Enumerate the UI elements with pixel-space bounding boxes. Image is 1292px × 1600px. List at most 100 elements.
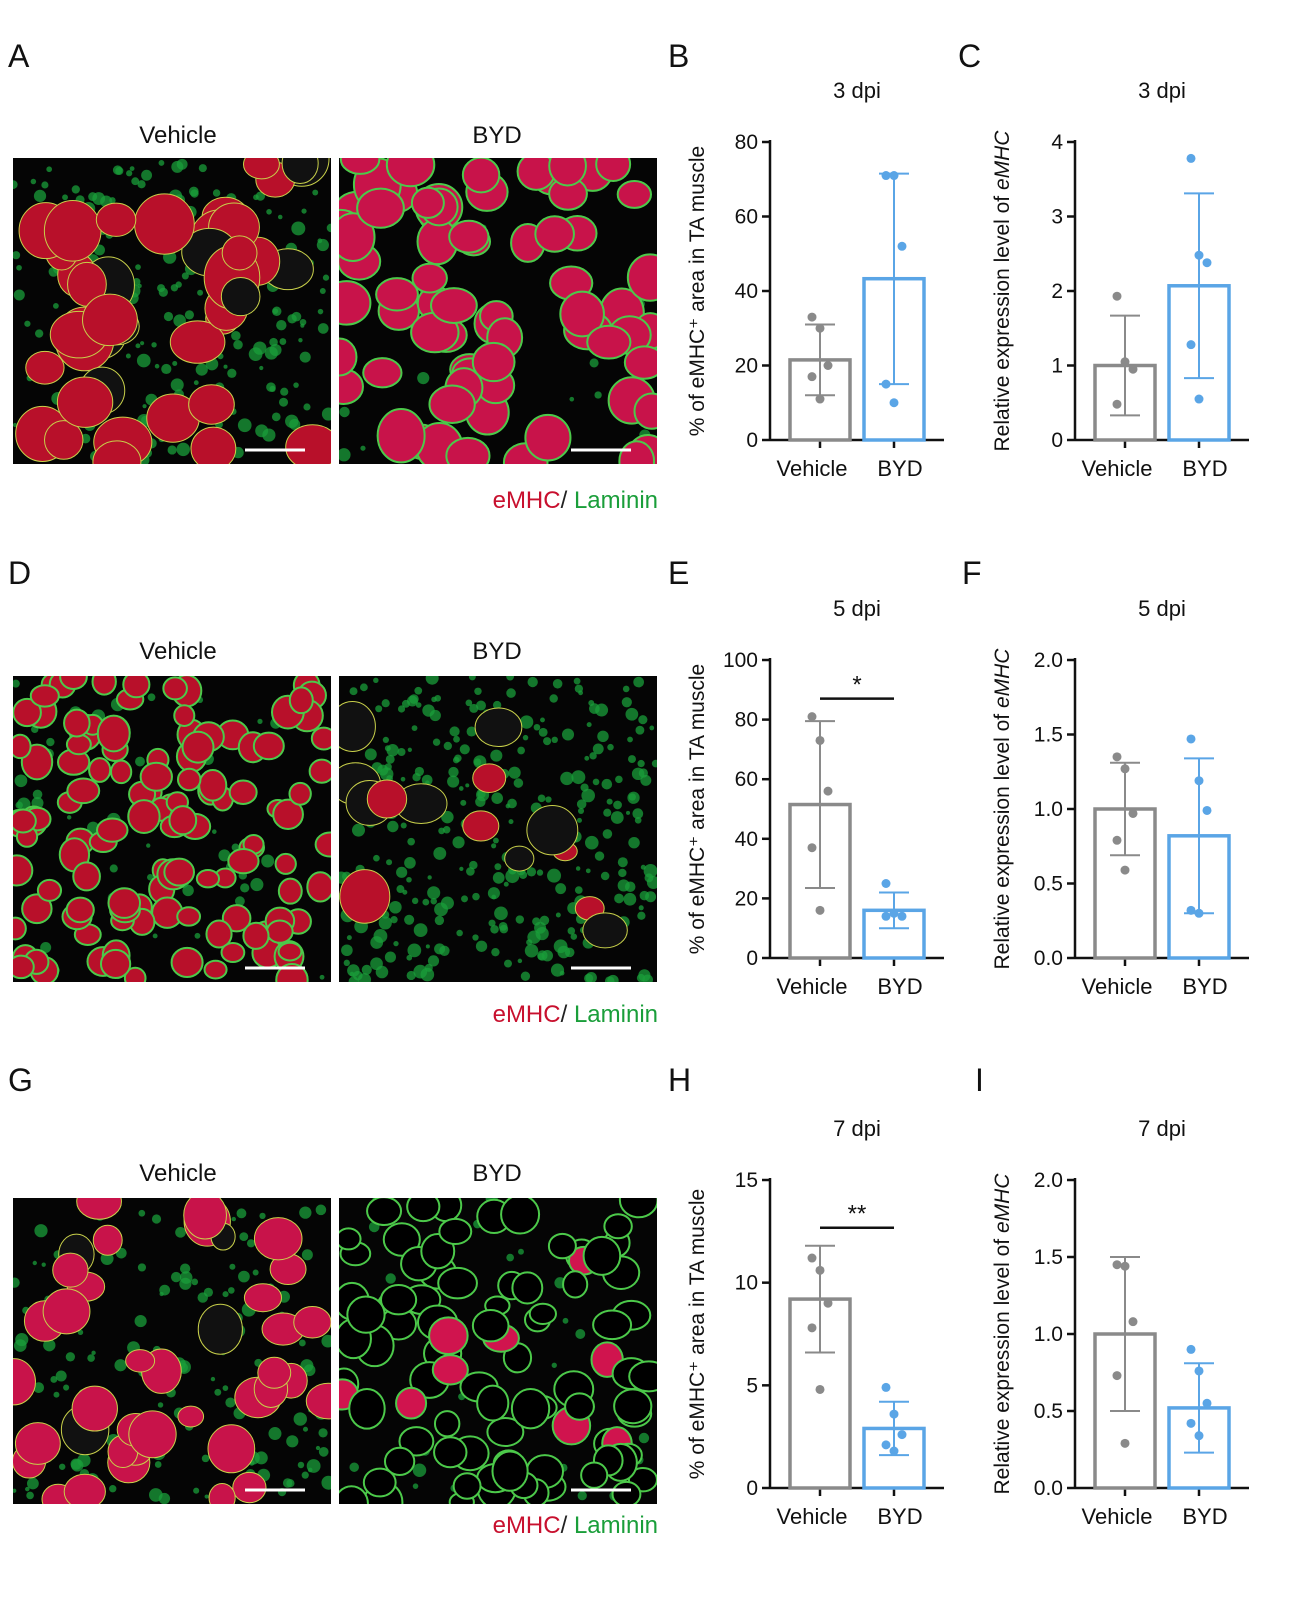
y-tick-label: 1.5	[1034, 724, 1063, 747]
y-tick-label: 2.0	[1034, 649, 1063, 672]
micrograph-texture	[13, 158, 331, 464]
data-point	[1194, 1366, 1204, 1376]
y-tick-label: 0	[746, 429, 758, 452]
chart-e-5dpi-area: 5 dpi % of eMHC⁺ area in TA muscle 0 20 40 60…	[680, 588, 970, 1018]
data-point	[1112, 752, 1122, 762]
legend-emhc: eMHC	[492, 1001, 561, 1028]
data-point	[807, 843, 817, 853]
data-point	[807, 712, 817, 722]
chart-title: 5 dpi	[1138, 596, 1186, 621]
panel-letter-g: G	[8, 1062, 33, 1098]
data-point	[897, 911, 907, 921]
legend-emhc: eMHC	[492, 1512, 561, 1539]
stain-legend-row1: eMHC/ Laminin	[493, 487, 658, 515]
data-point	[881, 379, 891, 389]
data-point	[823, 786, 833, 796]
micrograph-byd-7dpi	[339, 1198, 657, 1504]
data-point	[1194, 908, 1204, 918]
micrograph-label-byd-3dpi: BYD	[472, 122, 522, 149]
y-tick-label: 0.0	[1034, 947, 1063, 970]
y-tick-label: 1.5	[1034, 1246, 1063, 1269]
data-point	[1120, 1438, 1130, 1448]
micrograph-texture	[339, 158, 657, 464]
data-point	[1186, 905, 1196, 915]
chart-title: 3 dpi	[833, 78, 881, 103]
data-point	[889, 398, 899, 408]
data-point	[1202, 805, 1212, 815]
data-point	[1194, 250, 1204, 260]
data-point	[823, 1298, 833, 1308]
y-tick-label: 10	[735, 1272, 758, 1295]
data-point	[897, 241, 907, 251]
data-point	[1186, 340, 1196, 350]
y-tick-label: 40	[735, 828, 758, 851]
data-point	[1112, 835, 1122, 845]
micrograph-label-byd-7dpi: BYD	[472, 1160, 522, 1187]
chart-f-5dpi-expression: 5 dpi Relative expression level of eMHC 0.…	[985, 588, 1285, 1018]
y-tick-label: 2.0	[1034, 1169, 1063, 1192]
y-tick-label: 0	[1051, 429, 1063, 452]
y-axis-label: Relative expression level of eMHC	[991, 648, 1014, 970]
stain-legend-row2: eMHC/ Laminin	[493, 1001, 658, 1029]
chart-title: 5 dpi	[833, 596, 881, 621]
y-tick-label: 5	[746, 1374, 758, 1397]
x-tick-label: BYD	[1182, 1504, 1227, 1529]
y-tick-label: 1.0	[1034, 1323, 1063, 1346]
panel-letter-i: I	[975, 1062, 984, 1098]
data-point	[1194, 776, 1204, 786]
data-point	[1186, 734, 1196, 744]
y-axis-label: Relative expression level of eMHC	[991, 1173, 1014, 1495]
chart-c-3dpi-expression: 3 dpi Relative expression level of eMHC 0 1…	[985, 70, 1285, 500]
x-tick-label: Vehicle	[777, 974, 848, 999]
data-point	[897, 1430, 907, 1440]
micrograph-byd-3dpi	[339, 158, 657, 464]
chart-i-7dpi-expression: 7 dpi Relative expression level of eMHC 0.…	[985, 1108, 1285, 1548]
y-axis-label: % of eMHC⁺ area in TA muscle	[686, 664, 709, 954]
data-point	[881, 911, 891, 921]
chart-title: 7 dpi	[1138, 1116, 1186, 1141]
data-point	[807, 1323, 817, 1333]
panel-letter-e: E	[668, 555, 690, 591]
micrograph-texture	[13, 676, 331, 982]
data-point	[1120, 357, 1130, 367]
data-point	[1186, 1344, 1196, 1354]
y-tick-label: 60	[735, 768, 758, 791]
y-axis-label: Relative expression level of eMHC	[991, 130, 1014, 452]
data-point	[1194, 1431, 1204, 1441]
y-tick-label: 1.0	[1034, 798, 1063, 821]
y-tick-label: 1	[1051, 355, 1063, 378]
micrograph-label-vehicle-3dpi: Vehicle	[139, 122, 217, 149]
micrograph-texture	[339, 1198, 657, 1504]
y-tick-label: 15	[735, 1169, 758, 1192]
legend-emhc: eMHC	[492, 487, 561, 514]
micrograph-label-vehicle-7dpi: Vehicle	[139, 1160, 217, 1187]
micrograph-label-vehicle-5dpi: Vehicle	[139, 638, 217, 665]
panel-letter-d: D	[8, 555, 32, 591]
data-point	[889, 1446, 899, 1456]
data-point	[1120, 865, 1130, 875]
y-axis-label: % of eMHC⁺ area in TA muscle	[686, 146, 709, 436]
data-point	[889, 1409, 899, 1419]
micrograph-vehicle-3dpi	[13, 158, 331, 464]
panel-letter-f: F	[962, 555, 982, 591]
data-point	[815, 905, 825, 915]
micrograph-label-byd-5dpi: BYD	[472, 638, 522, 665]
y-tick-label: 40	[735, 280, 758, 303]
micrograph-texture	[339, 676, 657, 982]
data-point	[1186, 1418, 1196, 1428]
y-tick-label: 60	[735, 206, 758, 229]
data-point	[1128, 364, 1138, 374]
data-point	[815, 394, 825, 404]
data-point	[1186, 153, 1196, 163]
legend-laminin: Laminin	[573, 1001, 658, 1028]
data-point	[815, 1265, 825, 1275]
data-point	[1112, 1371, 1122, 1381]
data-point	[807, 372, 817, 382]
data-point	[881, 171, 891, 181]
x-tick-label: Vehicle	[1082, 1504, 1153, 1529]
y-tick-label: 20	[735, 355, 758, 378]
data-point	[815, 735, 825, 745]
data-point	[1128, 1317, 1138, 1327]
y-tick-label: 0.5	[1034, 1400, 1063, 1423]
data-point	[1120, 764, 1130, 774]
